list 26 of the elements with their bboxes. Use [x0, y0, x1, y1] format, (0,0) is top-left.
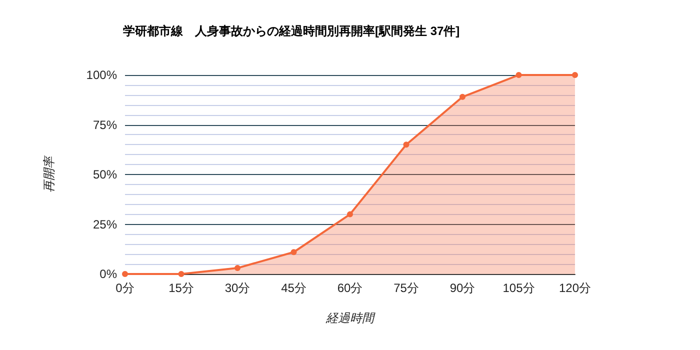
x-tick-label: 15分	[168, 281, 194, 295]
x-tick-label: 75分	[394, 281, 419, 295]
x-tick-label: 0分	[116, 281, 134, 295]
x-tick-label: 90分	[450, 281, 476, 295]
point	[178, 271, 184, 277]
point	[347, 211, 353, 218]
y-tick-label: 0%	[100, 267, 118, 281]
x-tick-label: 60分	[337, 281, 363, 295]
y-tick-label: 25%	[92, 217, 118, 232]
y-axis-title: 再開率	[42, 154, 56, 192]
x-tick-label: 30分	[224, 281, 250, 295]
point	[122, 271, 128, 277]
chart-title: 学研都市線 人身事故からの経過時間別再開率[駅間発生 37件]	[123, 24, 460, 38]
x-axis-title: 経過時間	[325, 311, 376, 325]
y-tick-label: 50%	[92, 168, 118, 182]
y-tick-label: 75%	[92, 118, 118, 132]
x-tick-label: 105分	[502, 281, 535, 295]
x-tick-label: 120分	[558, 281, 592, 295]
point	[234, 265, 240, 272]
point	[460, 94, 466, 100]
point	[516, 72, 522, 78]
x-tick-label: 45分	[281, 281, 306, 295]
point	[290, 249, 297, 256]
y-tick-label: 100%	[86, 68, 118, 82]
point	[403, 142, 410, 148]
point	[572, 72, 578, 78]
